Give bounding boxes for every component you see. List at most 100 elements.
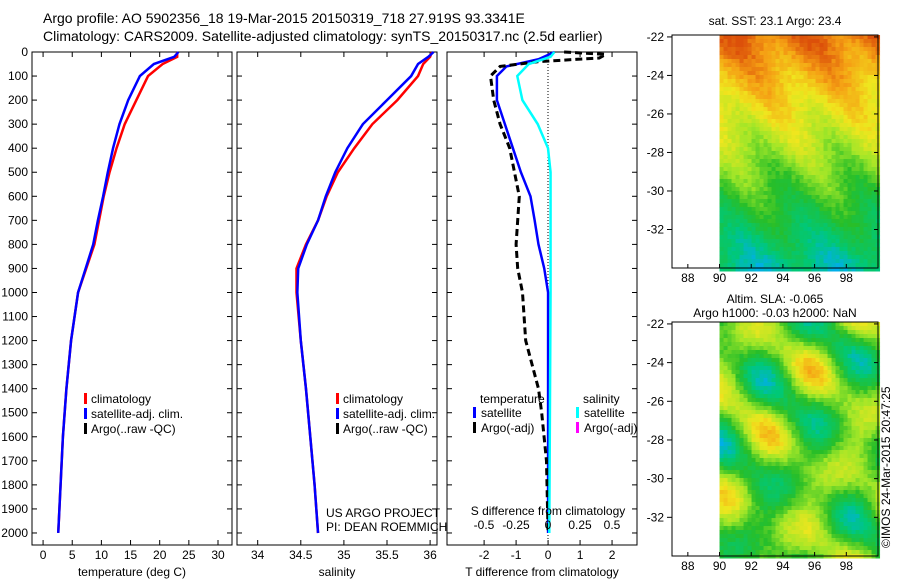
legend-label: Argo(..raw -QC): [343, 422, 428, 436]
sla-map-title: Altim. SLA: -0.065: [727, 292, 824, 306]
x-tick-label: 36: [423, 548, 437, 562]
y-tick-label: 700: [8, 213, 28, 227]
y-tick-label: 1300: [1, 358, 28, 372]
x2-tick-label: -0.5: [474, 518, 495, 532]
y-tick-label: -30: [647, 184, 665, 198]
x-tick-label: 1: [577, 548, 584, 562]
x-tick-label: 94: [776, 271, 790, 285]
sst-map-title: sat. SST: 23.1 Argo: 23.4: [709, 14, 842, 28]
legend-label: climatology: [343, 392, 403, 406]
y-tick-label: 1700: [1, 454, 28, 468]
legend-swatch: [336, 393, 339, 404]
legend-swatch: [84, 393, 87, 404]
x-tick-label: 10: [95, 548, 109, 562]
x-tick-label: 34: [251, 548, 265, 562]
legend-header-salinity: salinity: [583, 392, 620, 406]
x-tick-label: 88: [681, 559, 695, 573]
y-tick-label: 800: [8, 237, 28, 251]
x-axis-label: salinity: [319, 565, 356, 579]
x-axis-label: T difference from climatology: [465, 565, 619, 579]
x-tick-label: 98: [840, 271, 854, 285]
axes-frame-salinity: [236, 51, 438, 546]
x-tick-label: 96: [808, 271, 822, 285]
x-tick-label: 15: [124, 548, 138, 562]
x-tick-label: 90: [713, 559, 727, 573]
y-tick-label: 300: [8, 117, 28, 131]
y-tick-label: 1400: [1, 382, 28, 396]
legend-label-argo: Argo(-adj): [481, 421, 534, 435]
legend-label-satellite: satellite: [584, 406, 625, 420]
y-tick-label: 1200: [1, 334, 28, 348]
y-tick-label: 2000: [1, 526, 28, 540]
series-line-satellite: [296, 51, 435, 534]
y-tick-label: 1800: [1, 478, 28, 492]
series-line-temperature-satellite: [495, 50, 555, 533]
title-line-2: Climatology: CARS2009. Satellite-adjuste…: [43, 28, 603, 44]
timestamp-stamp: ©IMOS 24-Mar-2015 20:47:25: [879, 386, 893, 548]
y-tick-label: -24: [647, 356, 665, 370]
y-tick-label: -32: [647, 222, 665, 236]
legend-label-satellite: satellite: [481, 406, 522, 420]
heatmap-sla-map: [719, 322, 881, 559]
y-tick-label: -22: [647, 317, 665, 331]
x-tick-label: 35.5: [375, 548, 399, 562]
legend-label: satellite-adj. clim.: [91, 407, 183, 421]
y-tick-label: 1100: [2, 310, 28, 324]
y-tick-label: 600: [8, 189, 28, 203]
legend-swatch-argo: [576, 422, 579, 433]
y-tick-label: -30: [647, 472, 665, 486]
x-tick-label: 88: [681, 271, 695, 285]
y-tick-label: -28: [647, 433, 665, 447]
axes-frame-difference: [446, 51, 638, 546]
legend-swatch: [336, 408, 339, 419]
map-frame: [671, 321, 879, 557]
axes-frame-temperature: [31, 51, 233, 546]
y-tick-label: -24: [647, 68, 665, 82]
legend-swatch: [84, 423, 87, 434]
y-tick-label: -28: [647, 145, 665, 159]
heatmap-sst-map: [719, 35, 881, 272]
x-tick-label: -2: [479, 548, 490, 562]
x-tick-label: 92: [745, 271, 759, 285]
x-tick-label: 98: [840, 559, 854, 573]
x-tick-label: -1: [511, 548, 522, 562]
y-tick-label: 400: [8, 141, 28, 155]
y-tick-label: 1000: [1, 285, 28, 299]
x-tick-label: 92: [745, 559, 759, 573]
x-tick-label: 94: [776, 559, 790, 573]
y-tick-label: 900: [8, 261, 28, 275]
x2-tick-label: 0: [545, 518, 552, 532]
y-tick-label: 100: [8, 69, 28, 83]
x-tick-label: 34.5: [289, 548, 313, 562]
legend-swatch: [336, 423, 339, 434]
sla-map-subtitle: Argo h1000: -0.03 h2000: NaN: [693, 306, 856, 320]
y-tick-label: 200: [8, 93, 28, 107]
legend-swatch: [84, 408, 87, 419]
credit-text: US ARGO PROJECT: [326, 506, 441, 520]
x-tick-label: 0: [40, 548, 47, 562]
x2-tick-label: -0.25: [502, 518, 530, 532]
x-tick-label: 0: [545, 548, 552, 562]
series-line-satellite: [56, 51, 180, 534]
y-tick-label: -26: [647, 107, 665, 121]
x2-tick-label: 0.25: [568, 518, 592, 532]
y-tick-label: -26: [647, 394, 665, 408]
x-tick-label: 30: [211, 548, 225, 562]
legend-swatch-satellite: [473, 407, 476, 418]
legend-header-temperature: temperature: [480, 392, 545, 406]
legend-label: satellite-adj. clim.: [343, 407, 435, 421]
legend-label-argo: Argo(-adj): [584, 421, 637, 435]
x-tick-label: 90: [713, 271, 727, 285]
map-frame: [671, 34, 879, 269]
y-tick-label: 1500: [1, 406, 28, 420]
title-line-1: Argo profile: AO 5902356_18 19-Mar-2015 …: [43, 10, 525, 26]
legend-label: climatology: [91, 392, 151, 406]
y-tick-label: 1600: [1, 430, 28, 444]
x2-tick-label: 0.5: [604, 518, 621, 532]
series-line-salinity-satellite: [515, 51, 556, 533]
legend-swatch-argo: [473, 422, 476, 433]
y-tick-label: -32: [647, 510, 665, 524]
x2-axis-label: S difference from climatology: [471, 504, 626, 518]
